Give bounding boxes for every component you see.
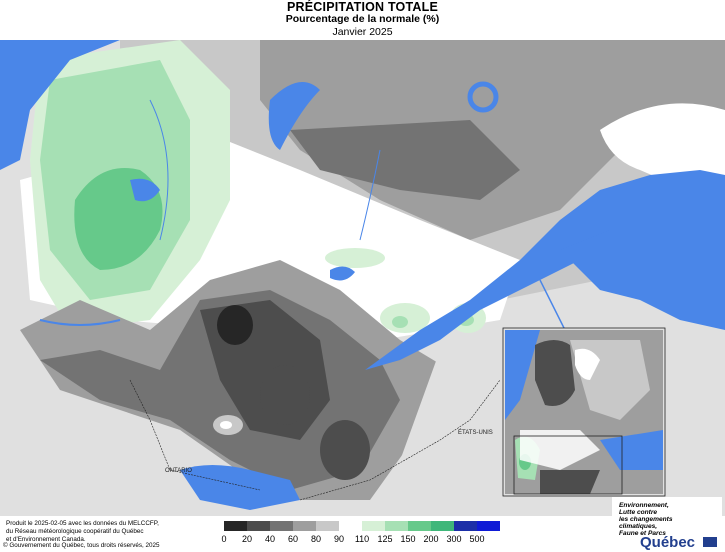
legend-swatch	[408, 521, 431, 531]
water-river-2	[359, 149, 381, 241]
legend-tick: 200	[423, 534, 439, 544]
water-lake-saint-jean	[330, 266, 355, 281]
production-note: Produit le 2025-02-05 avec les données d…	[6, 520, 221, 544]
precipitation-map: ONTARIO ÉTATS-UNIS	[0, 40, 725, 516]
inset-frame	[513, 435, 623, 495]
map-title: PRÉCIPITATION TOTALE	[287, 0, 438, 14]
map-subtitle: Pourcentage de la normale (%)	[285, 13, 440, 25]
label-ontario: ONTARIO	[165, 468, 192, 474]
water-lake-mistassini	[268, 82, 320, 150]
zone-110-center	[325, 248, 385, 268]
legend-tick: 0	[221, 534, 227, 544]
production-note-line-3: et d'Environnement Canada.	[6, 536, 86, 543]
zone-20-southeast	[320, 420, 370, 480]
legend-swatch	[362, 521, 385, 531]
ministry-line-1: Environnement,	[619, 502, 669, 509]
legend-tick: 150	[400, 534, 416, 544]
water-james-bay	[130, 178, 160, 202]
legend-swatch	[385, 521, 408, 531]
water-reservoir-manicouagan	[467, 81, 499, 113]
water-gulf	[560, 230, 725, 330]
map-period: Janvier 2025	[332, 26, 393, 38]
zone-60-north	[260, 40, 725, 240]
legend-swatch	[339, 521, 362, 531]
legend-tick: 125	[377, 534, 393, 544]
water-st-lawrence	[365, 170, 725, 370]
zone-90-spot	[220, 421, 232, 429]
legend-tick: 90	[333, 534, 344, 544]
zone-0-south	[217, 305, 253, 345]
copyright: © Gouvernement du Québec, tous droits ré…	[3, 542, 160, 549]
legend-swatch	[431, 521, 454, 531]
legend-tick: 300	[446, 534, 462, 544]
zone-20-spot	[260, 365, 310, 425]
production-note-line-1: Produit le 2025-02-05 avec les données d…	[6, 520, 159, 527]
inset-dark-north	[535, 340, 575, 406]
quebec-logo: Environnement, Lutte contre les changeme…	[612, 497, 722, 551]
ministry-line-4: climatiques,	[619, 523, 658, 530]
legend-swatch	[316, 521, 339, 531]
border-ontario	[129, 379, 261, 491]
legend-tick: 500	[469, 534, 485, 544]
label-usa: ÉTATS-UNIS	[458, 429, 493, 436]
inset-white	[575, 348, 600, 380]
legend-swatch	[247, 521, 270, 531]
quebec-wordmark: Québec	[640, 534, 696, 551]
legend-swatch	[224, 521, 247, 531]
water-ottawa-river	[39, 319, 121, 326]
fleur-de-lis-flag-icon	[703, 537, 717, 547]
border-usa	[299, 379, 501, 501]
legend-swatch	[293, 521, 316, 531]
ministry-line-2: Lutte contre	[619, 509, 658, 516]
inset-dark-south	[540, 470, 600, 494]
legend-tick: 40	[264, 534, 275, 544]
legend-swatch	[477, 521, 500, 531]
outside-usa	[380, 320, 500, 516]
inset-white-south	[520, 430, 600, 470]
legend-tick: 60	[287, 534, 298, 544]
production-note-line-2: du Réseau météorologique coopératif du Q…	[6, 528, 144, 535]
legend-tick: 20	[241, 534, 252, 544]
legend-tick: 80	[310, 534, 321, 544]
legend-tick: 110	[354, 534, 370, 544]
inset-water	[505, 330, 540, 420]
inset-map	[502, 327, 666, 497]
legend-swatch	[454, 521, 477, 531]
zone-40-north	[290, 120, 520, 200]
ministry-line-3: les changements	[619, 516, 673, 523]
ministry-line-5: Faune et Parcs	[619, 530, 666, 537]
zone-125-east	[392, 316, 408, 328]
water-hudson-bay	[0, 40, 120, 170]
water-river-1	[149, 99, 169, 241]
legend-swatch	[270, 521, 293, 531]
inset-gulf	[600, 430, 663, 470]
water-great-lakes	[180, 465, 300, 510]
